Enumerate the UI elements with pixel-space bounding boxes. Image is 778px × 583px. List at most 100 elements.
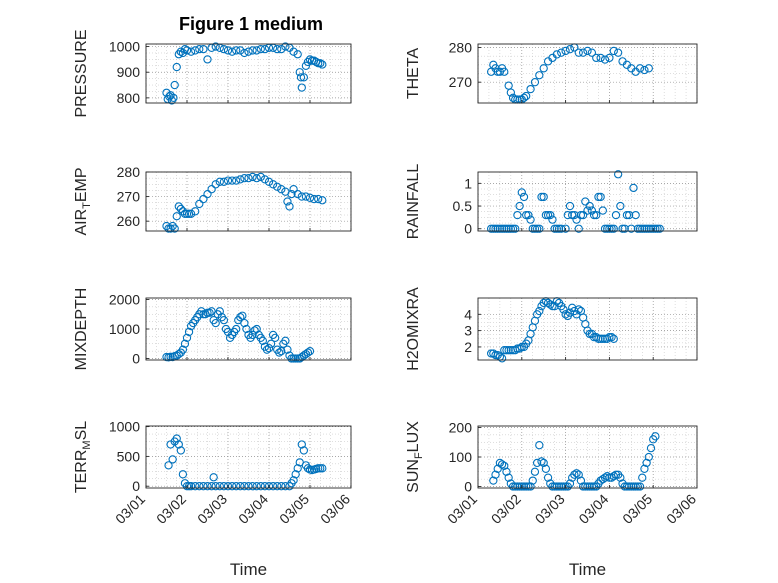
air_temp-data-point	[301, 192, 311, 201]
rainfall-ytick-label: 0	[464, 221, 472, 237]
sun_flux-data-point	[508, 482, 518, 491]
sun_flux-data-point	[493, 464, 502, 473]
theta-ytick-label: 280	[449, 39, 473, 55]
mixdepth-data-point	[258, 336, 267, 345]
h2omixra-data-point	[511, 346, 520, 355]
sun_flux-data-point	[511, 482, 520, 491]
rainfall-data-point	[515, 201, 524, 211]
pressure-ytick-label: 800	[117, 90, 141, 106]
rainfall-data-point	[552, 224, 561, 233]
terr_msl-data-point	[293, 464, 302, 473]
terr_msl-data-point	[207, 482, 216, 491]
rainfall-data-point	[541, 210, 551, 220]
subplot-air_temp: 260 270 280 AIRTEMP	[73, 164, 352, 236]
pressure-data-point	[227, 47, 237, 56]
pressure-ytick-label: 1000	[109, 39, 140, 55]
theta-ytick-label: 270	[449, 74, 473, 90]
terr_msl-data-point	[244, 482, 253, 491]
subplot-h2omixra: 234 H2OMIXRA	[405, 287, 698, 371]
pressure-data-point	[182, 46, 192, 55]
mixdepth-data-point	[266, 339, 276, 348]
sun_flux-data-point	[646, 443, 656, 453]
sun_flux-data-point	[635, 482, 645, 491]
terr_msl-ytick-label: 0	[132, 478, 140, 494]
rainfall-data-point	[614, 170, 623, 179]
rainfall-data-point	[578, 210, 588, 220]
sun_flux-data-point	[605, 473, 614, 482]
pressure-data-point	[203, 55, 212, 64]
sun_flux-data-point	[589, 482, 599, 491]
terr_msl-data-point	[164, 461, 173, 470]
rainfall-data-point	[631, 210, 640, 220]
subplot-mixdepth: 0 1000 2000 MIXDEPTH	[73, 288, 352, 370]
pressure-ylabel-main: PRESSURE	[73, 29, 90, 117]
air_temp-data-point	[305, 193, 315, 202]
theta-data-point	[574, 48, 583, 57]
mixdepth-ytick-label: 1000	[109, 321, 140, 337]
sun_flux-data-point	[491, 470, 500, 479]
air_temp-data-point	[293, 189, 302, 199]
sun_flux-data-point	[489, 476, 498, 485]
theta-data-point	[552, 50, 561, 59]
mixdepth-data-point	[174, 349, 183, 359]
terr_msl-data-point	[248, 482, 257, 491]
rainfall-data-point	[489, 224, 498, 233]
h2omixra-data-point	[535, 306, 544, 316]
theta-data-point	[614, 48, 623, 57]
sun_flux-data-point	[633, 482, 643, 491]
sun_flux-data-point	[554, 482, 564, 491]
air_temp-data-point	[277, 185, 286, 194]
rainfall-data-point	[624, 210, 634, 220]
subplot-sun_flux: 0 100 200 03/01 03/02 03/03 03/04 03/05 03/06 Tim…	[405, 419, 699, 579]
rainfall-data-point	[651, 224, 660, 233]
sun_flux-data-point	[539, 458, 548, 468]
sun_flux-data-point	[528, 476, 537, 485]
air_temp-ylabel-tail: EMP	[73, 167, 90, 202]
mixdepth-data-point	[275, 348, 284, 357]
sun_flux-data-point	[522, 482, 531, 491]
terr_msl-data-point	[203, 482, 212, 491]
mixdepth-data-point	[248, 330, 257, 340]
terr_msl-data-point	[195, 482, 204, 491]
air_temp-data-point	[174, 202, 183, 211]
sun_flux-data-point	[576, 476, 586, 485]
air_temp-data-point	[297, 192, 306, 201]
mixdepth-data-point	[283, 345, 292, 354]
sun_flux-data-point	[524, 482, 533, 491]
pressure-data-point	[273, 44, 282, 54]
pressure-data-point	[289, 47, 298, 56]
terr_msl-data-point	[178, 470, 188, 479]
rainfall-data-point	[589, 210, 599, 220]
pressure-data-point	[260, 44, 270, 54]
mixdepth-data-point	[219, 315, 229, 325]
air_temp-data-point	[211, 180, 220, 189]
pressure-data-point	[199, 44, 208, 54]
rainfall-data-point	[522, 210, 531, 220]
rainfall-data-point	[543, 210, 553, 220]
h2omixra-data-point	[594, 334, 603, 343]
rainfall-data-point	[493, 224, 502, 233]
h2omixra-data-point	[548, 302, 557, 311]
sun_flux-data-point	[548, 482, 557, 491]
sun_flux-data-point	[513, 482, 522, 491]
h2omixra-data-point	[504, 346, 513, 355]
air_temp-data-point	[283, 197, 292, 206]
h2omixra-data-point	[515, 344, 524, 353]
air_temp-data-point	[248, 172, 257, 182]
terr_msl-xtick-label: 03/03	[194, 491, 230, 527]
terr_msl-data-point	[227, 482, 237, 491]
rainfall-data-point	[554, 224, 564, 233]
h2omixra-data-point	[489, 349, 498, 358]
rainfall-data-point	[607, 224, 616, 233]
pressure-data-point	[240, 48, 249, 58]
pressure-data-point	[232, 46, 241, 55]
h2omixra-data-point	[546, 300, 555, 309]
theta-data-point	[600, 55, 610, 64]
air_temp-ytick-label: 280	[117, 164, 141, 180]
sun_flux-ytick-label: 200	[449, 419, 473, 435]
rainfall-data-point	[546, 210, 555, 220]
pressure-data-point	[299, 73, 308, 82]
theta-data-point	[644, 64, 653, 73]
air_temp-data-point	[199, 194, 208, 204]
